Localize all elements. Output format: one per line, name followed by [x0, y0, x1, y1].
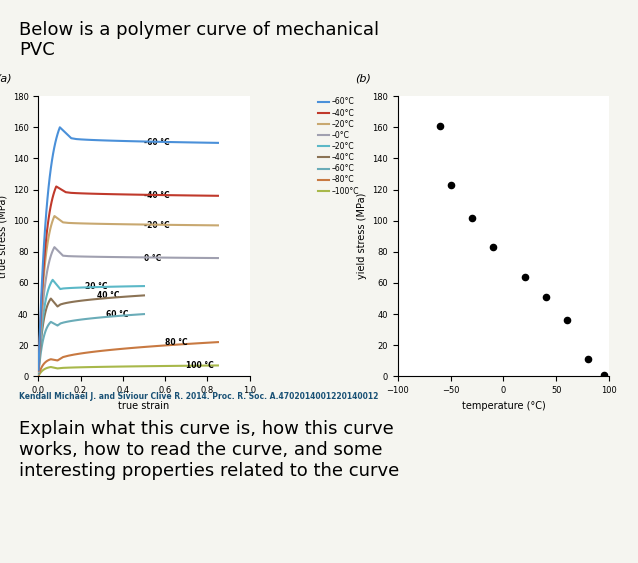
Text: Below is a polymer curve of mechanical
PVC: Below is a polymer curve of mechanical P…: [19, 20, 379, 59]
Text: (a): (a): [0, 74, 11, 84]
Text: Kendall Michael J. and Siviour Clive R. 2014. Proc. R. Soc. A.470201400122014001: Kendall Michael J. and Siviour Clive R. …: [19, 392, 378, 401]
Point: [488, 243, 498, 252]
X-axis label: true strain: true strain: [118, 401, 170, 410]
Point: [540, 292, 551, 301]
Text: 20 °C: 20 °C: [85, 282, 107, 291]
Text: 100 °C: 100 °C: [186, 361, 214, 370]
Point: [562, 316, 572, 325]
Text: 80 °C: 80 °C: [165, 338, 188, 347]
Text: -20 °C: -20 °C: [144, 221, 170, 230]
Text: (b): (b): [355, 74, 371, 84]
Text: -60 °C: -60 °C: [144, 138, 170, 148]
Point: [583, 355, 593, 364]
Point: [445, 180, 456, 189]
Point: [599, 370, 609, 379]
Text: 40 °C: 40 °C: [98, 291, 120, 300]
Legend: –60°C, –40°C, –20°C, –0°C, –20°C, –40°C, –60°C, –80°C, –100°C: –60°C, –40°C, –20°C, –0°C, –20°C, –40°C,…: [315, 95, 362, 199]
Point: [435, 121, 445, 130]
Text: -40 °C: -40 °C: [144, 191, 170, 200]
Y-axis label: true stress (MPa): true stress (MPa): [0, 195, 7, 278]
Y-axis label: yield stress (MPa): yield stress (MPa): [357, 193, 367, 279]
X-axis label: temperature (°C): temperature (°C): [462, 401, 545, 410]
Text: 0 °C: 0 °C: [144, 253, 161, 262]
Point: [519, 272, 530, 282]
Point: [466, 213, 477, 222]
Text: Explain what this curve is, how this curve
works, how to read the curve, and som: Explain what this curve is, how this cur…: [19, 420, 399, 480]
Text: 60 °C: 60 °C: [106, 310, 128, 319]
